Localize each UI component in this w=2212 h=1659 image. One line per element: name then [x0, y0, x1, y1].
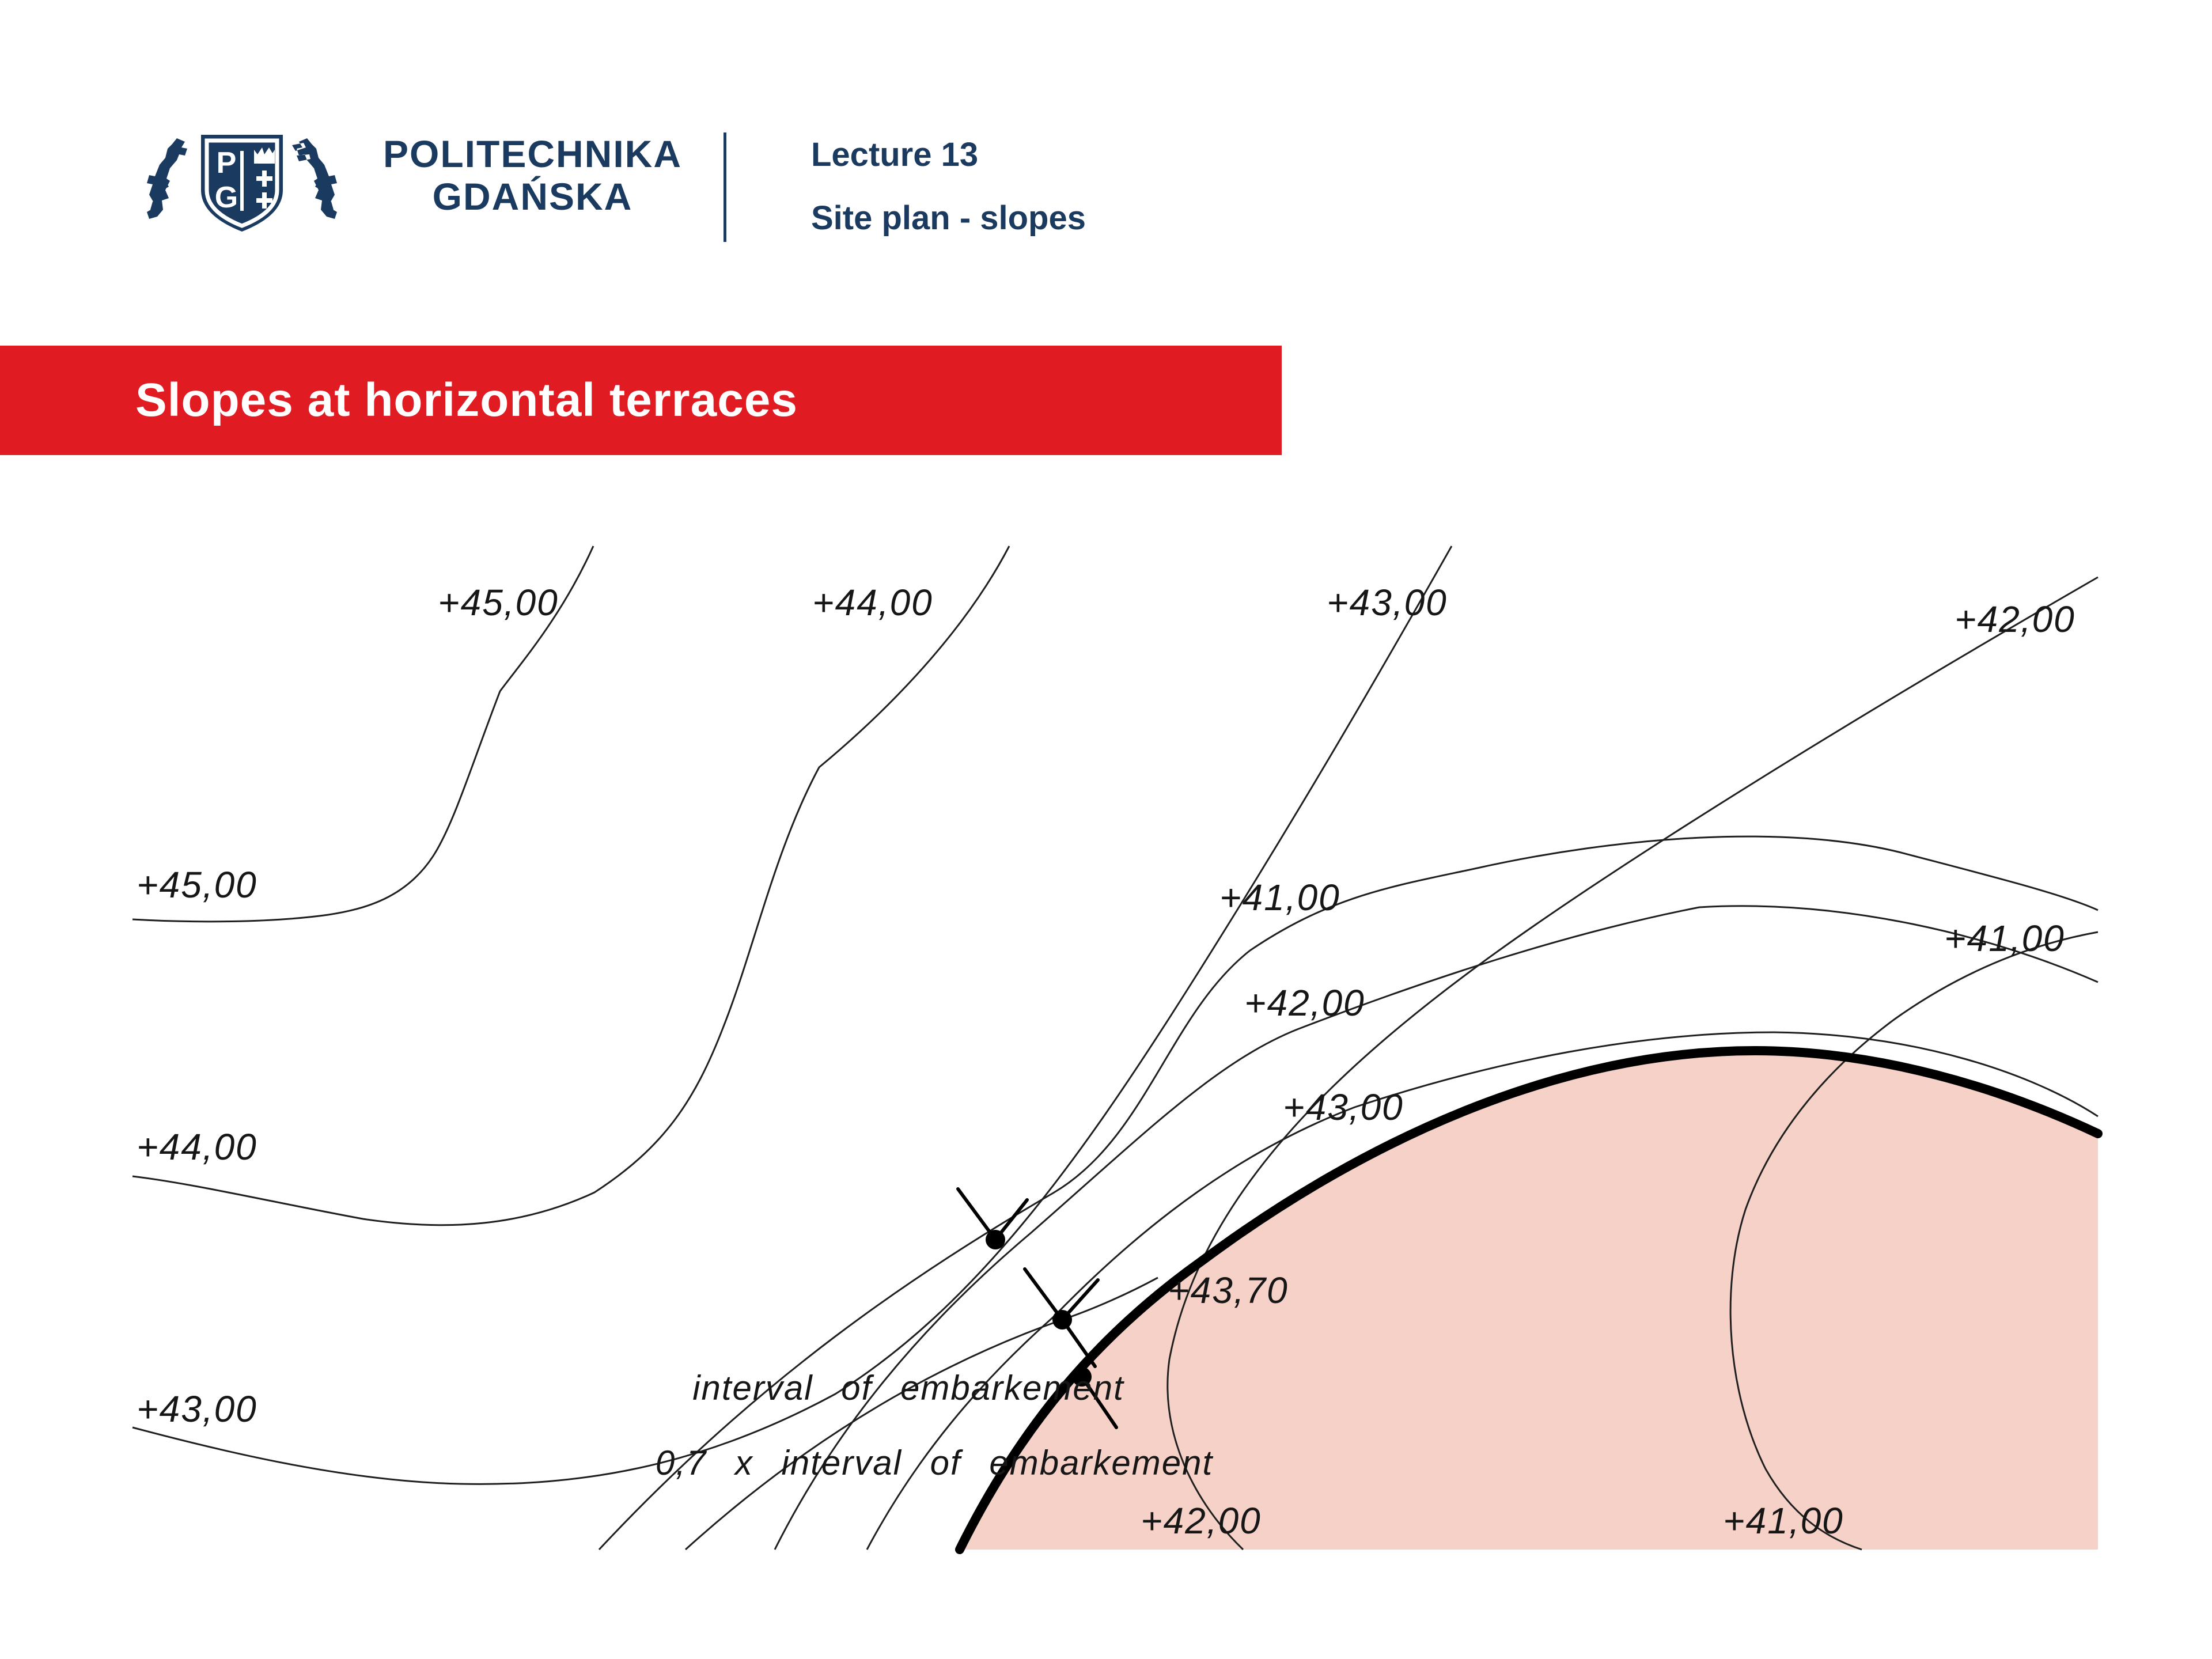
contour-label: +43,00: [1283, 1086, 1404, 1128]
contour-label: +44,00: [812, 582, 933, 623]
interval-markers: [956, 1187, 1118, 1429]
contour-label: +44,00: [137, 1126, 257, 1168]
contour-label: +42,00: [1244, 982, 1365, 1024]
contour-label: +45,00: [137, 864, 257, 906]
contour-line-41: [598, 835, 2099, 1551]
svg-text:P: P: [217, 146, 237, 180]
interval-note: interval of embarkement: [692, 1369, 1124, 1407]
contour-labels: +45,00 +44,00 +43,00 +42,00 +45,00 +41,00 +42,…: [137, 582, 2075, 1541]
contour-label: +41,00: [1723, 1500, 1844, 1541]
contour-label: +43,00: [1327, 582, 1448, 623]
lecture-block: Lecture 13 Site plan - slopes: [811, 138, 1086, 235]
contour-label: +45,00: [438, 582, 559, 623]
annotation-notes: interval of embarkement 0,7 x interval of…: [656, 1369, 1214, 1482]
contour-label: +42,00: [1955, 599, 2075, 640]
pg-crest-icon: P G: [147, 135, 337, 232]
slope-design-line: [684, 1277, 1158, 1551]
lecture-topic: Site plan - slopes: [811, 199, 1086, 237]
terrace-area: [960, 1051, 2098, 1550]
survey-point: [956, 1187, 1029, 1249]
university-name-line1: POLITECHNIKA: [383, 132, 682, 175]
contour-lines: [132, 546, 2099, 1551]
survey-point: [1072, 1367, 1118, 1429]
header-divider: [724, 132, 726, 242]
svg-text:G: G: [215, 181, 238, 214]
slide-title: Slopes at horizontal terraces: [135, 374, 798, 426]
contour-line-42-mid: [774, 905, 2099, 1550]
contour-line-42: [1166, 576, 2099, 1551]
banner: Slopes at horizontal terraces: [0, 346, 1282, 455]
contour-line-43-wrap: [866, 1031, 2099, 1550]
contour-line-45: [132, 546, 594, 923]
contour-line-41-lower: [1729, 931, 2099, 1551]
slide-header: P G POLITECHNIKA GDAŃSKA: [141, 128, 698, 243]
university-name-line2: GDAŃSKA: [432, 175, 633, 218]
contour-line-44: [132, 546, 1010, 1226]
pg-logo: P G: [147, 135, 337, 232]
contour-label: +41,00: [1944, 918, 2065, 959]
survey-point: [1023, 1267, 1100, 1368]
contour-line-43: [132, 546, 1453, 1485]
university-name: POLITECHNIKA GDAŃSKA: [367, 128, 698, 218]
contour-label: +43,00: [137, 1388, 257, 1430]
contour-label: +43,70: [1168, 1270, 1289, 1311]
lecture-number: Lecture 13: [811, 136, 979, 173]
contour-label: +41,00: [1219, 877, 1340, 918]
interval-note: 0,7 x interval of embarkement: [656, 1444, 1214, 1482]
contour-label: +42,00: [1141, 1500, 1262, 1541]
